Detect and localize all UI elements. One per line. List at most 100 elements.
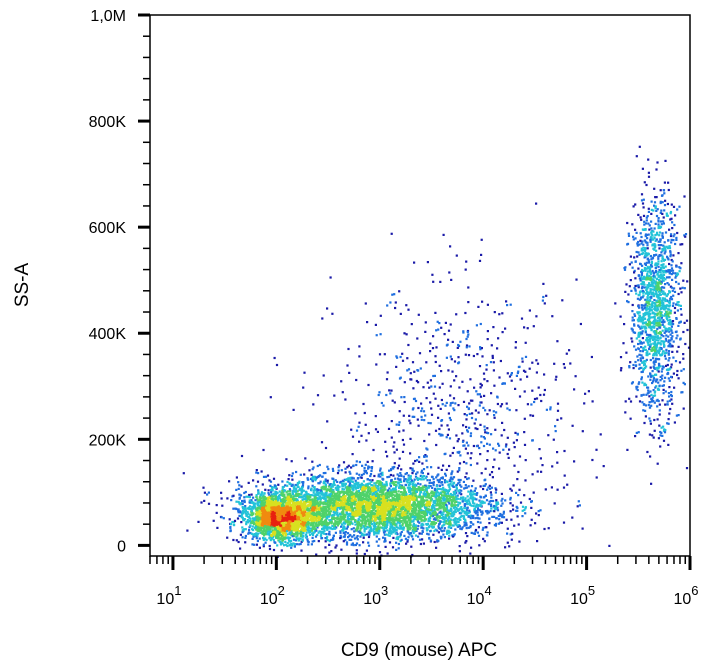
data-point [440,537,443,540]
data-point [328,530,331,533]
data-point [383,533,386,536]
data-point [286,525,289,528]
data-point [498,514,502,517]
data-point [261,516,264,519]
data-point [241,509,245,512]
data-point [348,538,351,541]
data-point [266,503,269,506]
data-point [466,495,469,498]
data-point [344,530,347,534]
data-point [295,493,298,496]
data-point [271,518,274,521]
data-point [469,493,472,496]
data-point [296,529,299,532]
data-point [317,494,320,497]
data-point [369,506,372,509]
data-point [442,517,445,520]
data-point [485,534,488,537]
data-point [237,500,240,503]
data-point [445,468,448,471]
data-point [351,511,354,514]
data-point [500,521,503,524]
data-point [352,544,355,547]
data-point [231,520,234,524]
data-point [439,515,442,518]
data-point [286,533,289,536]
data-point [254,517,258,520]
data-point [259,523,262,526]
data-point [245,523,248,526]
data-point [404,537,407,540]
data-point [372,511,375,515]
data-point [404,500,407,503]
data-point [304,497,307,500]
data-point [288,482,291,485]
data-point [307,485,310,488]
data-point [279,524,282,527]
data-point [316,526,319,529]
data-point [326,528,329,531]
data-point [437,487,440,490]
data-point [392,536,395,539]
data-point [284,489,287,492]
data-point [458,481,461,484]
data-point [258,546,261,549]
data-point [292,525,295,528]
data-point [462,514,465,518]
data-point [246,511,249,514]
data-point [295,543,298,546]
data-point [480,504,483,507]
data-point [406,530,409,533]
data-point [467,485,470,488]
data-point [301,506,304,509]
data-point [373,527,376,530]
data-point [291,533,294,536]
data-point [481,528,484,531]
data-point [334,509,337,512]
data-point [371,517,374,520]
data-point [324,478,327,481]
data-point [393,495,396,498]
data-point [457,497,460,500]
data-point [382,519,385,522]
data-point [466,503,469,506]
data-point [304,495,307,498]
data-point [443,506,446,509]
data-point [408,513,411,516]
data-point [337,517,340,520]
data-point [425,527,428,530]
data-point [358,460,361,464]
data-point [428,505,431,508]
data-point [354,523,357,526]
data-point [374,512,377,515]
data-point [273,534,276,537]
data-point [339,507,342,510]
data-point [389,529,392,533]
data-point [352,477,355,480]
data-point [463,504,466,507]
data-point [432,518,435,521]
data-point [490,507,493,510]
data-point [442,504,445,507]
data-point [302,532,305,535]
data-point [393,489,396,492]
data-point [440,506,443,509]
data-point [328,507,331,510]
data-point [351,542,354,545]
data-point [455,524,458,527]
data-point [458,462,462,465]
data-point [485,526,488,529]
data-point [304,522,307,525]
data-point [390,501,393,504]
data-point [321,515,324,518]
data-point [473,502,476,505]
data-point [312,523,315,527]
data-point [379,505,383,508]
data-point [328,497,331,500]
data-point [346,493,349,496]
data-point [369,520,372,523]
data-point [460,506,463,509]
data-point [381,509,384,512]
data-point [406,512,409,515]
data-point [349,472,352,475]
